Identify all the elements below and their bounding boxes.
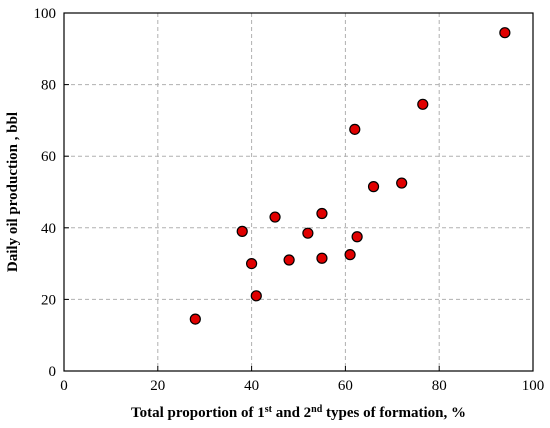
data-point bbox=[302, 227, 314, 239]
y-tick-label: 0 bbox=[49, 364, 57, 380]
y-tick-labels: 0 20 40 60 80 100 bbox=[34, 6, 57, 380]
data-point bbox=[316, 252, 328, 264]
plot-frame bbox=[63, 12, 534, 372]
data-point bbox=[351, 231, 363, 243]
data-point bbox=[349, 123, 361, 135]
x-tick-label: 20 bbox=[150, 378, 165, 394]
data-point bbox=[499, 27, 511, 39]
data-point bbox=[283, 254, 295, 266]
data-point bbox=[316, 207, 328, 220]
data-point bbox=[246, 258, 258, 270]
x-axis-title-prefix: Total proportion of 1 bbox=[131, 405, 265, 421]
x-axis-title-middle: and 2 bbox=[272, 405, 311, 421]
y-tick-label: 40 bbox=[41, 221, 56, 237]
x-tick-label: 100 bbox=[522, 378, 545, 394]
x-axis-title-suffix: types of formation, % bbox=[322, 405, 466, 421]
x-tick-label: 40 bbox=[244, 378, 259, 394]
x-axis-title: Total proportion of 1st and 2nd types of… bbox=[131, 404, 466, 422]
x-axis-title-sup-1: st bbox=[265, 404, 273, 415]
grid-lines bbox=[64, 13, 533, 371]
axis-ticks bbox=[63, 12, 534, 372]
y-tick-label: 100 bbox=[34, 6, 57, 22]
x-tick-label: 60 bbox=[338, 378, 353, 394]
y-axis-title: Daily oil production , bbl bbox=[5, 112, 21, 272]
data-point bbox=[417, 98, 429, 110]
data-points bbox=[189, 27, 511, 325]
data-point bbox=[344, 249, 356, 261]
y-tick-label: 60 bbox=[41, 149, 56, 165]
data-point bbox=[367, 181, 380, 193]
y-tick-label: 80 bbox=[41, 78, 56, 94]
data-point bbox=[189, 313, 201, 325]
data-point bbox=[396, 177, 408, 189]
x-tick-labels: 0 20 40 60 80 100 bbox=[60, 378, 544, 394]
data-point bbox=[250, 290, 262, 302]
y-tick-label: 20 bbox=[41, 292, 56, 308]
data-point bbox=[236, 225, 248, 237]
x-tick-label: 0 bbox=[60, 378, 68, 394]
x-tick-label: 80 bbox=[432, 378, 447, 394]
x-axis-title-sup-2: nd bbox=[311, 404, 323, 415]
data-point bbox=[269, 211, 281, 223]
